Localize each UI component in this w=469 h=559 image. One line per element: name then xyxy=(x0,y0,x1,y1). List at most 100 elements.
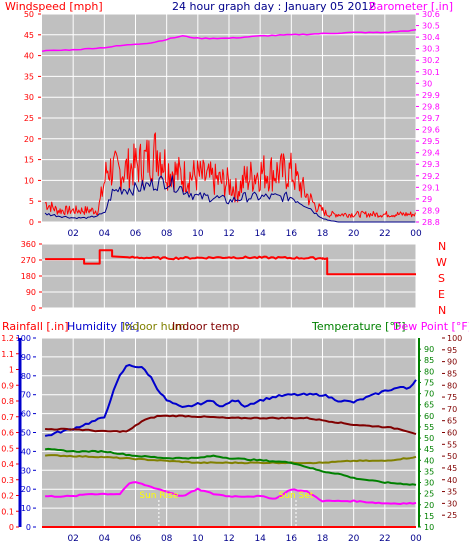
wind-x-tick-label: 22 xyxy=(379,229,390,239)
wind-y-tick-label: 45 xyxy=(24,31,34,40)
barometer-tick-label: 29.7 xyxy=(422,114,440,123)
barometer-tick-label: 29.4 xyxy=(422,149,440,158)
climate-x-tick-label: 08 xyxy=(161,534,173,544)
temperature-tick-label: 20 xyxy=(424,501,434,510)
indoor-temp-legend: Indoor temp xyxy=(172,320,239,333)
barometer-tick-label: 29.2 xyxy=(422,172,440,181)
temperature-tick-label: 35 xyxy=(424,467,434,476)
dewpoint-tick-label: 90 xyxy=(447,358,457,367)
wind-y-tick-label: 25 xyxy=(24,114,34,123)
humidity-tick-label: 90 xyxy=(21,353,31,362)
climate-x-tick-label: 04 xyxy=(99,534,111,544)
climate-x-tick-label: 00 xyxy=(410,534,422,544)
windspeed-axis-label: Windspeed [mph] xyxy=(5,0,103,13)
winddir-y-tick-label: 90 xyxy=(26,288,36,297)
barometer-tick-label: 29.6 xyxy=(422,126,440,135)
wind-x-tick-label: 04 xyxy=(99,229,111,239)
climate-x-tick-label: 02 xyxy=(67,534,78,544)
temperature-line xyxy=(44,447,417,486)
winddir-y-tick-label: 270 xyxy=(21,256,36,265)
indoor-hum-legend: Indoor hum xyxy=(122,320,185,333)
humidity-tick-label: 70 xyxy=(21,391,31,400)
wind-x-tick-label: 06 xyxy=(130,229,142,239)
rain-tick-label: 0.1 xyxy=(1,507,14,516)
temperature-tick-label: 40 xyxy=(424,456,434,465)
humidity-tick-label: 80 xyxy=(21,372,31,381)
wind-x-tick-label: 16 xyxy=(286,229,298,239)
barometer-tick-label: 28.9 xyxy=(422,206,440,215)
wind-x-tick-label: 20 xyxy=(348,229,360,239)
winddir-y-tick-label: 180 xyxy=(21,272,36,281)
temperature-tick-label: 60 xyxy=(424,412,434,421)
rain-tick-label: 0.9 xyxy=(1,381,14,390)
dewpoint-tick-label: 95 xyxy=(447,346,457,355)
barometer-axis-label: Barometer [.in] xyxy=(369,0,453,13)
barometer-tick-label: 30.3 xyxy=(422,45,440,54)
wind-x-tick-label: 10 xyxy=(192,229,204,239)
climate-x-tick-label: 12 xyxy=(223,534,234,544)
temperature-tick-label: 85 xyxy=(424,356,434,365)
humidity-tick-label: 10 xyxy=(21,504,31,513)
dewpoint-tick-label: 80 xyxy=(447,381,457,390)
wind-y-tick-label: 0 xyxy=(29,218,34,227)
wind-y-tick-label: 50 xyxy=(24,10,34,19)
compass-label-n-bottom: N xyxy=(438,304,446,317)
dewpoint-tick-label: 50 xyxy=(447,452,457,461)
humidity-tick-label: 50 xyxy=(21,429,31,438)
dewpoint-tick-label: 100 xyxy=(447,334,462,343)
dewpoint-tick-label: 35 xyxy=(447,488,457,497)
temperature-tick-label: 55 xyxy=(424,423,434,432)
temperature-tick-label: 45 xyxy=(424,445,434,454)
wind-x-tick-label: 14 xyxy=(254,229,266,239)
wind-y-tick-label: 5 xyxy=(29,197,34,206)
wind-x-tick-label: 18 xyxy=(317,229,329,239)
wind-average-line xyxy=(44,175,416,223)
wind-y-tick-label: 15 xyxy=(24,156,34,165)
chart-marks: 02 04 06 08 10 12 14 16 18 20 22 000510152025303540… xyxy=(1,10,462,544)
winddir-y-tick-label: 0 xyxy=(31,304,36,313)
climate-x-tick-label: 10 xyxy=(192,534,204,544)
wind-y-tick-label: 35 xyxy=(24,72,34,81)
temperature-tick-label: 25 xyxy=(424,490,434,499)
humidity-tick-label: 20 xyxy=(21,485,31,494)
wind-x-tick-label: 00 xyxy=(410,229,422,239)
barometer-tick-label: 30.2 xyxy=(422,56,440,65)
dewpoint-tick-label: 45 xyxy=(447,464,457,473)
dewpoint-tick-label: 25 xyxy=(447,511,457,520)
dewpoint-tick-label: 65 xyxy=(447,417,457,426)
compass-label-w: W xyxy=(436,256,447,269)
temperature-tick-label: 70 xyxy=(424,390,434,399)
dew-point-line xyxy=(45,481,417,505)
climate-x-tick-label: 22 xyxy=(379,534,390,544)
indoor-hum-line xyxy=(44,454,417,465)
barometer-tick-label: 30.4 xyxy=(422,33,440,42)
temperature-tick-label: 80 xyxy=(424,367,434,376)
rain-tick-label: 0.7 xyxy=(1,413,14,422)
barometer-tick-label: 29 xyxy=(422,195,432,204)
climate-x-tick-label: 20 xyxy=(348,534,360,544)
rain-tick-label: 0.8 xyxy=(1,397,14,406)
winddir-y-tick-label: 360 xyxy=(21,240,36,249)
climate-x-tick-label: 14 xyxy=(254,534,266,544)
barometer-tick-label: 30 xyxy=(422,79,432,88)
wind-y-tick-label: 20 xyxy=(24,135,34,144)
wind-x-tick-label: 08 xyxy=(161,229,173,239)
rain-tick-label: 0.4 xyxy=(1,460,14,469)
humidity-tick-label: 60 xyxy=(21,410,31,419)
climate-x-tick-label: 16 xyxy=(286,534,298,544)
humidity-tick-label: 40 xyxy=(21,447,31,456)
rain-tick-label: 0.6 xyxy=(1,429,14,438)
climate-x-tick-label: 06 xyxy=(130,534,142,544)
dewpoint-tick-label: 30 xyxy=(447,499,457,508)
dewpoint-tick-label: 55 xyxy=(447,440,457,449)
dewpoint-tick-label: 70 xyxy=(447,405,457,414)
rain-tick-label: 1.2 xyxy=(1,334,14,343)
rain-tick-label: 1 xyxy=(9,366,14,375)
temperature-tick-label: 75 xyxy=(424,378,434,387)
temperature-tick-label: 10 xyxy=(424,523,434,532)
humidity-tick-label: 30 xyxy=(21,466,31,475)
wind-y-tick-label: 10 xyxy=(24,176,34,185)
wind-direction-line xyxy=(45,249,416,276)
